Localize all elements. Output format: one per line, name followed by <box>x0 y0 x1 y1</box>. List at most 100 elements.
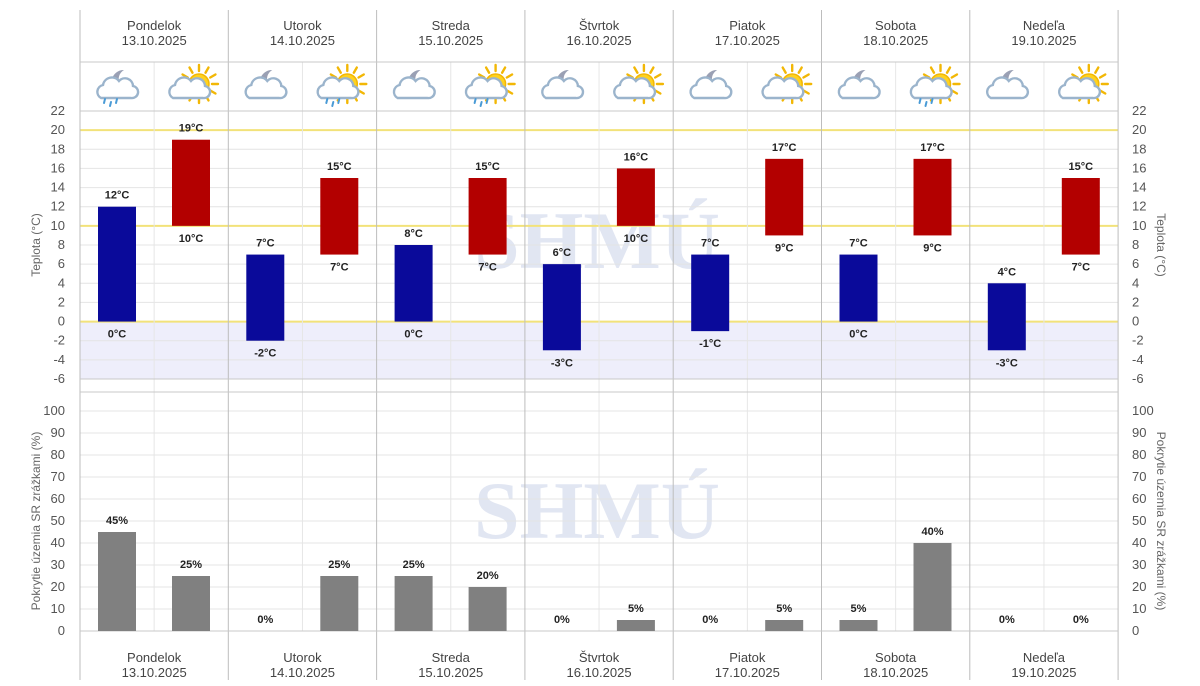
day-temp-bar <box>172 139 210 226</box>
temp-tick-left: 20 <box>51 122 65 137</box>
precip-bar <box>172 576 210 631</box>
temp-high-label: 4°C <box>998 266 1017 278</box>
temp-tick-left: 18 <box>51 141 65 156</box>
precip-bar <box>320 576 359 631</box>
day-name-bottom: Pondelok <box>127 650 182 665</box>
temp-tick-left: 2 <box>58 294 65 309</box>
precip-tick-right: 10 <box>1132 601 1146 616</box>
precip-tick-right: 70 <box>1132 469 1146 484</box>
day-date-bottom: 17.10.2025 <box>715 665 780 680</box>
temp-tick-left: 6 <box>58 256 65 271</box>
precip-tick-left: 90 <box>51 425 65 440</box>
precip-tick-right: 50 <box>1132 513 1146 528</box>
precip-bar <box>468 587 507 631</box>
precip-bar <box>839 620 878 631</box>
temp-high-label: 12°C <box>105 190 130 202</box>
temp-tick-left: -4 <box>53 352 65 367</box>
precip-tick-left: 70 <box>51 469 65 484</box>
temp-low-label: 0°C <box>108 329 127 341</box>
temp-tick-right: -4 <box>1132 352 1144 367</box>
temp-low-label: 7°C <box>330 262 349 274</box>
temp-tick-right: 0 <box>1132 314 1139 329</box>
night-temp-bar <box>987 283 1026 351</box>
temp-tick-right: 18 <box>1132 141 1146 156</box>
temp-axis-title-right: Teplota (°C) <box>1154 213 1168 277</box>
shmu-watermark: SHMÚ SHMÚ <box>474 195 720 556</box>
temp-tick-right: 2 <box>1132 294 1139 309</box>
precip-tick-left: 80 <box>51 447 65 462</box>
night-temp-bar <box>839 254 878 322</box>
precip-bar <box>765 620 804 631</box>
temp-tick-left: 12 <box>51 199 65 214</box>
precip-label: 20% <box>477 570 499 582</box>
precip-tick-right: 100 <box>1132 403 1154 418</box>
precip-tick-right: 40 <box>1132 535 1146 550</box>
day-date-bottom: 13.10.2025 <box>122 665 187 680</box>
temp-low-label: 10°C <box>179 233 204 245</box>
temp-tick-right: 16 <box>1132 160 1146 175</box>
watermark-text-temp: SHMÚ <box>474 195 720 286</box>
precip-label: 25% <box>180 559 202 571</box>
temp-high-label: 16°C <box>624 151 649 163</box>
precip-axis-title-left: Pokrytie územia SR zrážkami (%) <box>29 432 43 611</box>
temp-low-label: 9°C <box>923 242 942 254</box>
temp-tick-left: 14 <box>51 180 65 195</box>
day-temp-bar <box>913 158 952 236</box>
day-date-top: 16.10.2025 <box>567 33 632 48</box>
temp-tick-right: 12 <box>1132 199 1146 214</box>
day-name-top: Sobota <box>875 18 917 33</box>
precip-label: 25% <box>328 559 350 571</box>
temp-tick-right: -2 <box>1132 333 1144 348</box>
temp-tick-left: 10 <box>51 218 65 233</box>
night-temp-bar <box>394 245 433 322</box>
day-name-bottom: Štvrtok <box>579 650 620 665</box>
temp-axis-title-left: Teplota (°C) <box>29 213 43 277</box>
temp-tick-left: -2 <box>53 333 65 348</box>
precip-label: 40% <box>921 526 943 538</box>
day-name-bottom: Sobota <box>875 650 917 665</box>
partly-sunny-rain-icon <box>316 63 368 107</box>
temp-high-label: 17°C <box>772 142 797 154</box>
precip-tick-right: 80 <box>1132 447 1146 462</box>
temp-high-label: 15°C <box>327 161 352 173</box>
day-name-top: Utorok <box>283 18 322 33</box>
partly-cloudy-night-icon <box>541 69 585 100</box>
day-date-top: 14.10.2025 <box>270 33 335 48</box>
precip-label: 25% <box>403 559 425 571</box>
precip-bar <box>394 576 433 631</box>
temp-high-label: 6°C <box>553 247 572 259</box>
watermark-text-precip: SHMÚ <box>474 465 720 556</box>
precip-tick-left: 100 <box>43 403 65 418</box>
precip-tick-left: 10 <box>51 601 65 616</box>
precip-axis-title-right: Pokrytie územia SR zrážkami (%) <box>1154 432 1168 611</box>
partly-cloudy-night-icon <box>837 69 881 100</box>
night-temp-bar <box>98 206 136 322</box>
temp-tick-right: 14 <box>1132 180 1146 195</box>
day-name-bottom: Nedeľa <box>1023 650 1066 665</box>
day-date-bottom: 16.10.2025 <box>567 665 632 680</box>
day-date-top: 17.10.2025 <box>715 33 780 48</box>
temp-low-label: 7°C <box>1072 262 1091 274</box>
temp-tick-right: 20 <box>1132 122 1146 137</box>
day-name-bottom: Utorok <box>283 650 322 665</box>
temp-high-label: 19°C <box>179 123 204 135</box>
precip-tick-right: 0 <box>1132 623 1139 638</box>
precip-label: 0% <box>1073 614 1089 626</box>
day-date-top: 15.10.2025 <box>418 33 483 48</box>
precip-tick-left: 50 <box>51 513 65 528</box>
day-name-top: Štvrtok <box>579 18 620 33</box>
day-temp-bar <box>468 178 507 255</box>
day-date-bottom: 18.10.2025 <box>863 665 928 680</box>
partly-sunny-icon <box>613 63 665 105</box>
precip-bar <box>616 620 655 631</box>
temp-low-label: -1°C <box>699 338 721 350</box>
temp-high-label: 7°C <box>849 238 868 250</box>
temp-tick-right: -6 <box>1132 371 1144 386</box>
temp-high-label: 8°C <box>404 228 423 240</box>
temp-tick-right: 8 <box>1132 237 1139 252</box>
partly-sunny-rain-icon <box>464 63 516 107</box>
partly-sunny-rain-icon <box>909 63 961 107</box>
temp-tick-left: 8 <box>58 237 65 252</box>
precip-tick-left: 60 <box>51 491 65 506</box>
